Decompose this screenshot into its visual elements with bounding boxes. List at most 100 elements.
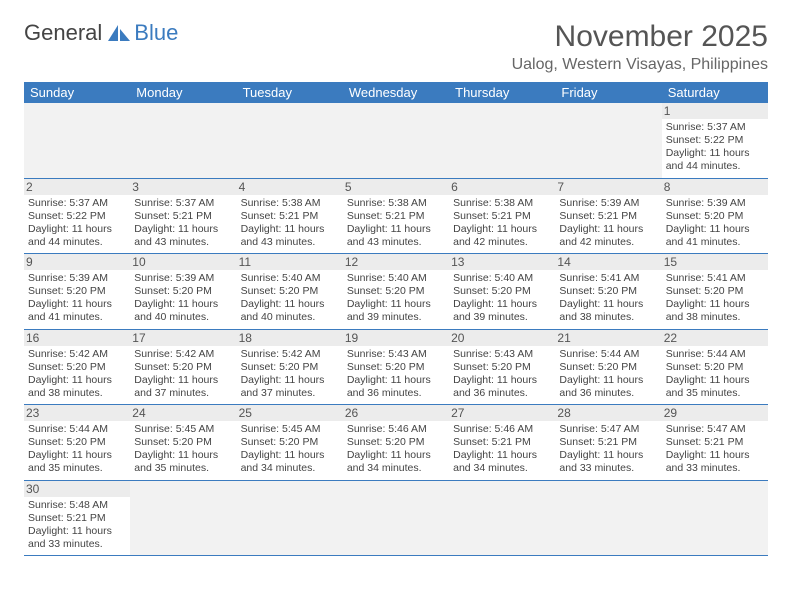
day-number: 28: [555, 405, 661, 421]
day-info: Sunrise: 5:48 AMSunset: 5:21 PMDaylight:…: [28, 499, 126, 552]
day-info: Sunrise: 5:44 AMSunset: 5:20 PMDaylight:…: [666, 348, 764, 401]
day-info: Sunrise: 5:46 AMSunset: 5:20 PMDaylight:…: [347, 423, 445, 476]
weekday-header: Wednesday: [343, 82, 449, 103]
day-cell: 1 Sunrise: 5:37 AMSunset: 5:22 PMDaylight…: [662, 103, 768, 178]
day-number: 5: [343, 179, 449, 195]
day-cell: 12 Sunrise: 5:40 AMSunset: 5:20 PMDayligh…: [343, 254, 449, 330]
day-cell: 14 Sunrise: 5:41 AMSunset: 5:20 PMDayligh…: [555, 254, 661, 330]
day-number: 1: [662, 103, 768, 119]
day-cell: 30 Sunrise: 5:48 AMSunset: 5:21 PMDayligh…: [24, 480, 130, 556]
day-number: 29: [662, 405, 768, 421]
day-number: 12: [343, 254, 449, 270]
day-cell: 15Sunrise: 5:41 AMSunset: 5:20 PMDayligh…: [662, 254, 768, 330]
day-cell: 19 Sunrise: 5:43 AMSunset: 5:20 PMDayligh…: [343, 329, 449, 405]
weekday-header: Sunday: [24, 82, 130, 103]
calendar-table: SundayMondayTuesdayWednesdayThursdayFrid…: [24, 82, 768, 556]
day-number: 11: [237, 254, 343, 270]
day-info: Sunrise: 5:37 AMSunset: 5:22 PMDaylight:…: [666, 121, 764, 174]
day-info: Sunrise: 5:40 AMSunset: 5:20 PMDaylight:…: [347, 272, 445, 325]
blank-cell: [343, 480, 449, 556]
day-number: 9: [24, 254, 130, 270]
day-number: 3: [130, 179, 236, 195]
blank-cell: [130, 480, 236, 556]
day-number: 15: [662, 254, 768, 270]
day-number: 20: [449, 330, 555, 346]
day-number: 4: [237, 179, 343, 195]
day-number: 23: [24, 405, 130, 421]
day-number: 13: [449, 254, 555, 270]
day-cell: 9Sunrise: 5:39 AMSunset: 5:20 PMDaylight…: [24, 254, 130, 330]
title-block: November 2025 Ualog, Western Visayas, Ph…: [512, 20, 768, 74]
day-info: Sunrise: 5:37 AMSunset: 5:21 PMDaylight:…: [134, 197, 232, 250]
weekday-header: Thursday: [449, 82, 555, 103]
day-cell: 8 Sunrise: 5:39 AMSunset: 5:20 PMDaylight…: [662, 178, 768, 254]
day-number: 2: [24, 179, 130, 195]
day-number: 10: [130, 254, 236, 270]
day-number: 22: [662, 330, 768, 346]
day-info: Sunrise: 5:38 AMSunset: 5:21 PMDaylight:…: [347, 197, 445, 250]
day-number: 30: [24, 481, 130, 497]
day-number: 8: [662, 179, 768, 195]
blank-cell: [24, 103, 130, 178]
location: Ualog, Western Visayas, Philippines: [512, 56, 768, 74]
day-info: Sunrise: 5:38 AMSunset: 5:21 PMDaylight:…: [241, 197, 339, 250]
day-info: Sunrise: 5:40 AMSunset: 5:20 PMDaylight:…: [241, 272, 339, 325]
day-info: Sunrise: 5:39 AMSunset: 5:20 PMDaylight:…: [666, 197, 764, 250]
day-number: 17: [130, 330, 236, 346]
day-cell: 16Sunrise: 5:42 AMSunset: 5:20 PMDayligh…: [24, 329, 130, 405]
day-cell: 20 Sunrise: 5:43 AMSunset: 5:20 PMDayligh…: [449, 329, 555, 405]
day-number: 7: [555, 179, 661, 195]
day-info: Sunrise: 5:42 AMSunset: 5:20 PMDaylight:…: [241, 348, 339, 401]
calendar-row: 30 Sunrise: 5:48 AMSunset: 5:21 PMDayligh…: [24, 480, 768, 556]
day-number: 26: [343, 405, 449, 421]
day-cell: 13 Sunrise: 5:40 AMSunset: 5:20 PMDayligh…: [449, 254, 555, 330]
calendar-row: 9Sunrise: 5:39 AMSunset: 5:20 PMDaylight…: [24, 254, 768, 330]
weekday-header: Saturday: [662, 82, 768, 103]
day-info: Sunrise: 5:45 AMSunset: 5:20 PMDaylight:…: [134, 423, 232, 476]
day-cell: 24 Sunrise: 5:45 AMSunset: 5:20 PMDayligh…: [130, 405, 236, 481]
day-number: 14: [555, 254, 661, 270]
day-number: 27: [449, 405, 555, 421]
day-cell: 3 Sunrise: 5:37 AMSunset: 5:21 PMDaylight…: [130, 178, 236, 254]
day-cell: 28 Sunrise: 5:47 AMSunset: 5:21 PMDayligh…: [555, 405, 661, 481]
day-info: Sunrise: 5:41 AMSunset: 5:20 PMDaylight:…: [559, 272, 657, 325]
day-cell: 18 Sunrise: 5:42 AMSunset: 5:20 PMDayligh…: [237, 329, 343, 405]
weekday-header: Monday: [130, 82, 236, 103]
calendar-head: SundayMondayTuesdayWednesdayThursdayFrid…: [24, 82, 768, 103]
month-title: November 2025: [512, 20, 768, 54]
day-info: Sunrise: 5:40 AMSunset: 5:20 PMDaylight:…: [453, 272, 551, 325]
day-info: Sunrise: 5:47 AMSunset: 5:21 PMDaylight:…: [559, 423, 657, 476]
day-info: Sunrise: 5:45 AMSunset: 5:20 PMDaylight:…: [241, 423, 339, 476]
day-number: 25: [237, 405, 343, 421]
day-number: 18: [237, 330, 343, 346]
day-cell: 4 Sunrise: 5:38 AMSunset: 5:21 PMDaylight…: [237, 178, 343, 254]
day-number: 24: [130, 405, 236, 421]
day-cell: 2 Sunrise: 5:37 AMSunset: 5:22 PMDaylight…: [24, 178, 130, 254]
day-info: Sunrise: 5:37 AMSunset: 5:22 PMDaylight:…: [28, 197, 126, 250]
day-number: 19: [343, 330, 449, 346]
day-cell: 6Sunrise: 5:38 AMSunset: 5:21 PMDaylight…: [449, 178, 555, 254]
blank-cell: [555, 103, 661, 178]
calendar-row: 16Sunrise: 5:42 AMSunset: 5:20 PMDayligh…: [24, 329, 768, 405]
day-number: 21: [555, 330, 661, 346]
logo-text-2: Blue: [134, 20, 178, 46]
day-cell: 21 Sunrise: 5:44 AMSunset: 5:20 PMDayligh…: [555, 329, 661, 405]
logo-sail-icon: [106, 23, 132, 43]
day-cell: 11 Sunrise: 5:40 AMSunset: 5:20 PMDayligh…: [237, 254, 343, 330]
blank-cell: [449, 480, 555, 556]
day-number: 6: [449, 179, 555, 195]
day-info: Sunrise: 5:46 AMSunset: 5:21 PMDaylight:…: [453, 423, 551, 476]
day-info: Sunrise: 5:43 AMSunset: 5:20 PMDaylight:…: [347, 348, 445, 401]
day-info: Sunrise: 5:44 AMSunset: 5:20 PMDaylight:…: [559, 348, 657, 401]
calendar-row: 1 Sunrise: 5:37 AMSunset: 5:22 PMDaylight…: [24, 103, 768, 178]
calendar-body: 1 Sunrise: 5:37 AMSunset: 5:22 PMDaylight…: [24, 103, 768, 556]
blank-cell: [449, 103, 555, 178]
weekday-header: Tuesday: [237, 82, 343, 103]
day-cell: 29 Sunrise: 5:47 AMSunset: 5:21 PMDayligh…: [662, 405, 768, 481]
day-info: Sunrise: 5:47 AMSunset: 5:21 PMDaylight:…: [666, 423, 764, 476]
day-cell: 17Sunrise: 5:42 AMSunset: 5:20 PMDayligh…: [130, 329, 236, 405]
day-info: Sunrise: 5:43 AMSunset: 5:20 PMDaylight:…: [453, 348, 551, 401]
day-cell: 10Sunrise: 5:39 AMSunset: 5:20 PMDayligh…: [130, 254, 236, 330]
logo: General Blue: [24, 20, 178, 46]
blank-cell: [343, 103, 449, 178]
